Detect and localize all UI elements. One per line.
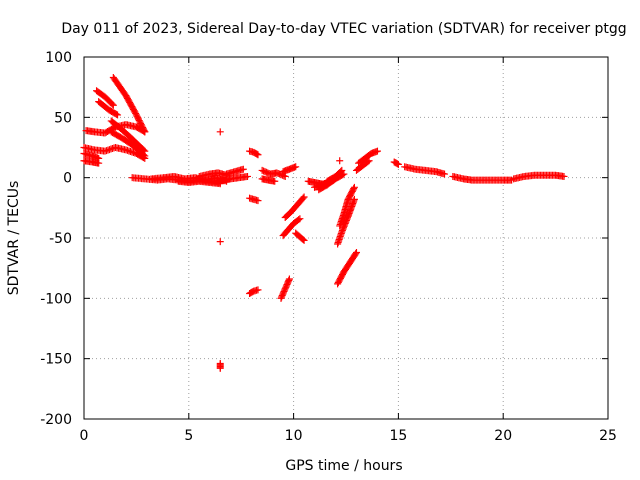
data-point (109, 101, 117, 109)
data-point (350, 195, 358, 203)
data-point (364, 158, 372, 166)
satellite-track-s35 (336, 183, 358, 230)
data-point (296, 215, 304, 223)
data-point (108, 100, 116, 108)
grid (83, 56, 609, 420)
data-point (393, 160, 401, 168)
y-tick-label: -150 (40, 352, 72, 368)
satellite-track-s28 (292, 229, 308, 244)
data-point (239, 165, 247, 173)
data-point (216, 238, 224, 246)
satellite-track-s39 (390, 158, 402, 168)
data-point (441, 170, 449, 178)
satellite-track-s17 (216, 238, 224, 246)
data-point (352, 248, 360, 256)
x-tick-label: 20 (494, 428, 512, 444)
data-point (394, 160, 402, 168)
data-point (350, 183, 358, 191)
satellite-track-s41 (449, 172, 516, 184)
data-point (373, 147, 381, 155)
data-point (295, 216, 303, 224)
y-tick-label: 0 (63, 171, 72, 187)
satellite-track-s08 (80, 150, 103, 162)
satellite-track-s24 (279, 163, 300, 176)
satellite-track-s16 (216, 128, 224, 136)
satellite-track-s22 (258, 175, 279, 185)
data-point (337, 167, 345, 175)
satellite-track-s27 (281, 193, 308, 221)
axis-ticks: 0 5 10 15 20 25 -200 -150 -100 -50 0 50 100 (40, 50, 617, 444)
data-point (560, 172, 568, 180)
chart-title: Day 011 of 2023, Sidereal Day-to-day VTE… (61, 21, 626, 37)
satellite-track-s25 (277, 275, 293, 302)
data-point (271, 177, 279, 185)
x-tick-label: 0 (80, 428, 89, 444)
satellite-track-s33 (336, 157, 344, 165)
satellite-track-s02 (93, 87, 117, 109)
satellite-track-s32 (323, 166, 346, 185)
plot-frame (83, 56, 609, 420)
satellite-track-s03 (95, 98, 122, 119)
y-tick-label: -50 (49, 231, 72, 247)
data-point (300, 193, 308, 201)
satellite-track-s26 (279, 215, 304, 240)
data-point (338, 166, 346, 174)
data-point (299, 194, 307, 202)
data-points (80, 74, 568, 372)
data-point (141, 154, 149, 162)
data-point (350, 185, 358, 193)
data-point (254, 151, 262, 159)
x-tick-label: 15 (389, 428, 407, 444)
y-tick-label: 50 (54, 110, 72, 126)
data-point (140, 154, 148, 162)
y-tick-label: 100 (45, 50, 72, 66)
data-point (254, 286, 262, 294)
x-tick-label: 10 (285, 428, 303, 444)
data-point (216, 364, 224, 372)
satellite-track-s09 (80, 157, 103, 167)
satellite-track-s40 (401, 163, 449, 178)
data-point (243, 172, 251, 180)
y-tick-label: -100 (40, 291, 72, 307)
satellite-track-s15 (223, 165, 247, 178)
data-point (352, 250, 360, 258)
satellite-track-s36 (334, 248, 360, 288)
satellite-track-s42 (510, 171, 568, 183)
data-point (336, 157, 344, 165)
satellite-track-s18 (216, 359, 224, 372)
x-tick-label: 5 (184, 428, 193, 444)
data-point (95, 159, 103, 167)
data-point (141, 128, 149, 136)
satellite-track-s19 (246, 147, 262, 159)
y-tick-label: -200 (40, 412, 72, 428)
data-point (300, 236, 308, 244)
data-point (365, 157, 373, 165)
satellite-track-s13 (195, 169, 231, 180)
data-point (292, 163, 300, 171)
data-point (253, 150, 261, 158)
data-point (254, 197, 262, 205)
satellite-track-s20 (246, 194, 262, 205)
data-point (114, 111, 122, 119)
y-axis-label: SDTVAR / TECUs (6, 181, 22, 296)
data-point (112, 110, 120, 118)
data-point (285, 275, 293, 283)
x-tick-label: 25 (599, 428, 617, 444)
satellite-track-s38 (352, 157, 373, 174)
satellite-track-s21 (246, 286, 262, 298)
satellite-track-s14 (212, 172, 251, 185)
x-axis-label: GPS time / hours (285, 458, 402, 474)
data-point (299, 236, 307, 244)
satellite-track-s07 (80, 144, 149, 162)
data-point (140, 127, 148, 135)
data-point (216, 128, 224, 136)
satellite-track-s01 (109, 74, 149, 136)
